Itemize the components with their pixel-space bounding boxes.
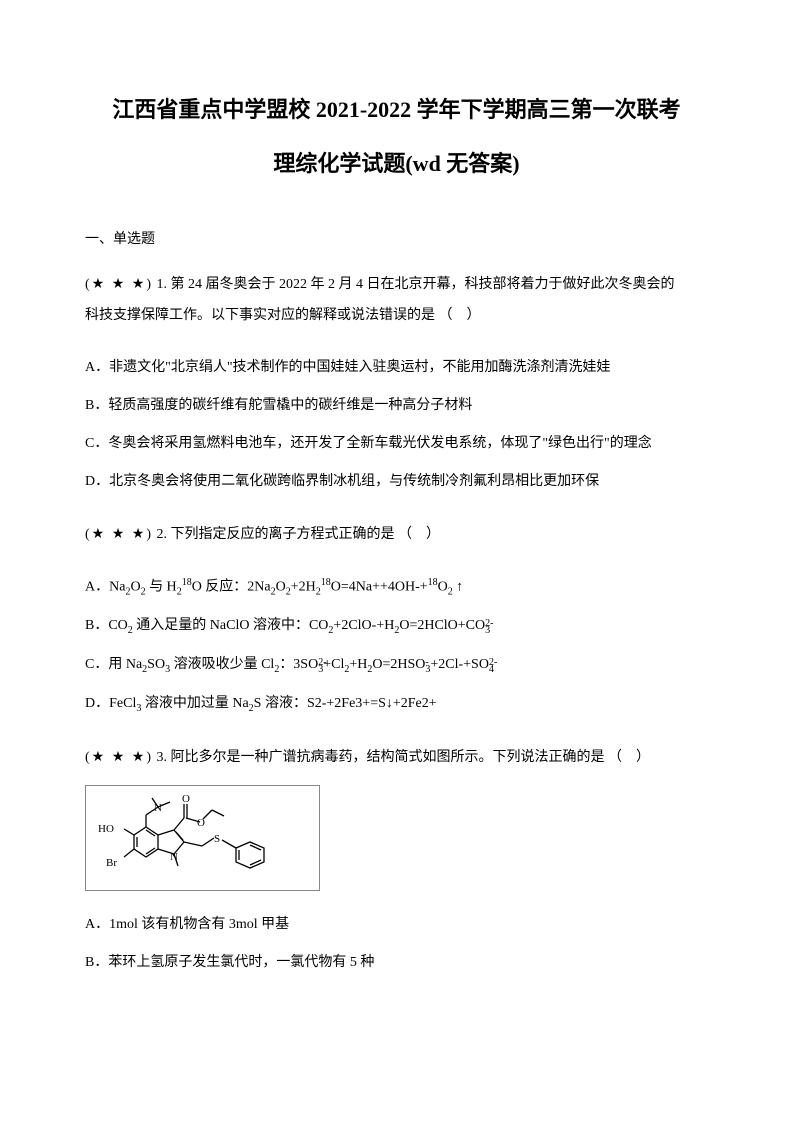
q2-stars: (★ ★ ★) (85, 527, 153, 542)
q2d-1: D．FeCl (85, 696, 136, 711)
q2b-4: O=2HClO+CO (399, 618, 485, 633)
q2a-8: O (438, 579, 448, 594)
q2c-4: ：3SO (279, 657, 318, 672)
q2-line1: 下列指定反应的离子方程式正确的是 （ ） (170, 527, 440, 542)
q2c-8: +2Cl-+SO (430, 657, 489, 672)
q3-line1: 阿比多尔是一种广谱抗病毒药，结构简式如图所示。下列说法正确的是 （ ） (170, 750, 650, 765)
q3-choice-b: B．苯环上氢原子发生氯代时，一氯代物有 5 种 (85, 949, 708, 977)
q1-choice-b: B．轻质高强度的碳纤维有舵雪橇中的碳纤维是一种高分子材料 (85, 392, 708, 420)
q2c-3: 溶液吸收少量 Cl (170, 657, 274, 672)
q1-line2: 科技支撑保障工作。以下事实对应的解释或说法错误的是 （ ） (85, 308, 481, 323)
question-2: (★ ★ ★) 2. 下列指定反应的离子方程式正确的是 （ ） (85, 520, 708, 551)
mol-s: S (214, 833, 220, 845)
title-sub: 理综化学试题(wd 无答案) (85, 144, 708, 184)
q2b-3: +2ClO-+H (333, 618, 394, 633)
q2-choice-a: A．Na2O2 与 H218O 反应：2Na2O2+2H218O=4Na++4O… (85, 573, 708, 602)
mol-n2: N (170, 851, 178, 863)
q2a-6: +2H (291, 579, 316, 594)
q2a-5: O (276, 579, 286, 594)
q2-num: 2. (156, 527, 167, 542)
q2a-7: O=4Na++4OH-+ (331, 579, 428, 594)
q2-choice-d: D．FeCl3 溶液中加过量 Na2S 溶液：S2-+2Fe3+=S↓+2Fe2… (85, 690, 708, 719)
section-heading: 一、单选题 (85, 227, 708, 252)
q2a-1: A．Na (85, 579, 125, 594)
mol-br: Br (106, 857, 117, 869)
q1-stars: (★ ★ ★) (85, 277, 153, 292)
q3-num: 3. (156, 750, 167, 765)
q1-choice-d: D．北京冬奥会将使用二氧化碳跨临界制冰机组，与传统制冷剂氟利昂相比更加环保 (85, 468, 708, 496)
question-3: (★ ★ ★) 3. 阿比多尔是一种广谱抗病毒药，结构简式如图所示。下列说法正确… (85, 743, 708, 774)
q2c-6: +H (349, 657, 367, 672)
mol-ho: HO (98, 823, 114, 835)
q3-stars: (★ ★ ★) (85, 750, 153, 765)
q2a-9: ↑ (453, 579, 464, 594)
q2c-7: O=2HSO (372, 657, 425, 672)
q3-text: (★ ★ ★) 3. 阿比多尔是一种广谱抗病毒药，结构简式如图所示。下列说法正确… (85, 743, 708, 774)
q3-choice-a: A．1mol 该有机物含有 3mol 甲基 (85, 911, 708, 939)
q2-choice-c: C．用 Na2SO3 溶液吸收少量 Cl2：3SO2-3+Cl2+H2O=2HS… (85, 651, 708, 680)
q2b-1: B．CO (85, 618, 128, 633)
title-main: 江西省重点中学盟校 2021-2022 学年下学期高三第一次联考 (85, 90, 708, 130)
q2-choice-b: B．CO2 通入足量的 NaClO 溶液中：CO2+2ClO-+H2O=2HCl… (85, 612, 708, 641)
q1-num: 1. (156, 277, 167, 292)
molecule-structure: HO Br N N O O S (85, 785, 320, 891)
molecule-svg: HO Br N N O O S (90, 790, 315, 886)
q1-choice-a: A．非遗文化"北京绢人"技术制作的中国娃娃入驻奥运村，不能用加酶洗涤剂清洗娃娃 (85, 354, 708, 382)
question-1: (★ ★ ★) 1. 第 24 届冬奥会于 2022 年 2 月 4 日在北京开… (85, 270, 708, 332)
q2c-1: C．用 Na (85, 657, 142, 672)
q1-line1: 第 24 届冬奥会于 2022 年 2 月 4 日在北京开幕，科技部将着力于做好… (170, 277, 674, 292)
q1-text: (★ ★ ★) 1. 第 24 届冬奥会于 2022 年 2 月 4 日在北京开… (85, 270, 708, 332)
q2d-2: 溶液中加过量 Na (141, 696, 248, 711)
mol-o1: O (182, 793, 190, 805)
q2a-4: O 反应：2Na (192, 579, 271, 594)
q2a-3: 与 H (146, 579, 177, 594)
q2b-2: 通入足量的 NaClO 溶液中：CO (133, 618, 329, 633)
q2d-3: S 溶液：S2-+2Fe3+=S↓+2Fe2+ (254, 696, 437, 711)
mol-o2: O (197, 817, 205, 829)
q2c-2: SO (147, 657, 165, 672)
q1-choice-c: C．冬奥会将采用氢燃料电池车，还开发了全新车载光伏发电系统，体现了"绿色出行"的… (85, 430, 708, 458)
mol-n1: N (154, 802, 162, 814)
q2a-2: O (130, 579, 140, 594)
q2-text: (★ ★ ★) 2. 下列指定反应的离子方程式正确的是 （ ） (85, 520, 708, 551)
